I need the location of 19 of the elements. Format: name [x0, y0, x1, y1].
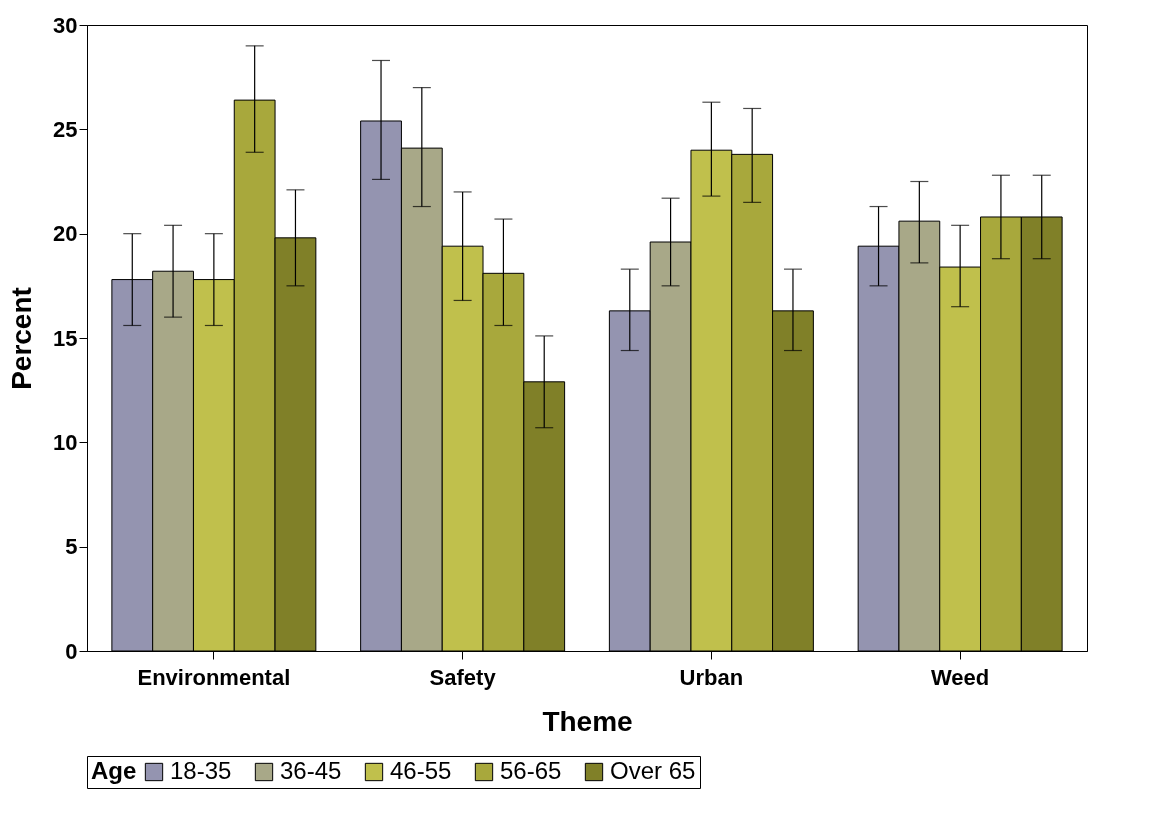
legend-label: 18-35 — [170, 757, 232, 784]
y-tick-label: 20 — [53, 221, 78, 247]
x-tick-label: Weed — [930, 664, 990, 690]
legend-label: 36-45 — [280, 757, 342, 784]
x-tick-label: Environmental — [137, 664, 291, 690]
y-tick-label: 10 — [53, 429, 78, 455]
x-tick-label: Urban — [679, 664, 744, 690]
y-tick-label: 0 — [65, 638, 78, 664]
y-axis-title: Percent — [6, 287, 38, 390]
legend-label: Over 65 — [610, 757, 696, 784]
y-tick-label: 25 — [53, 116, 78, 142]
x-axis-title: Theme — [542, 705, 633, 737]
legend-label: 56-65 — [500, 757, 562, 784]
y-tick-label: 30 — [53, 12, 78, 38]
y-tick-label: 15 — [53, 325, 78, 351]
legend-label: 46-55 — [390, 757, 452, 784]
legend-title: Age — [91, 757, 137, 784]
x-tick-label: Safety — [429, 664, 497, 690]
y-tick-label: 5 — [65, 534, 78, 560]
